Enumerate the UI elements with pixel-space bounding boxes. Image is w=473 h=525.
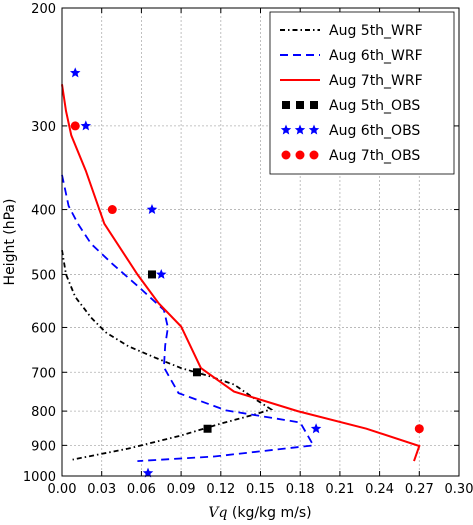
data-point-aug-5th-obs bbox=[193, 368, 201, 376]
data-point-aug-7th-obs bbox=[415, 424, 424, 433]
data-point-aug-7th-obs bbox=[108, 205, 117, 214]
legend-label-aug-7th-wrf: Aug 7th_WRF bbox=[329, 73, 423, 89]
x-axis-variable: Vq bbox=[208, 505, 227, 521]
x-tick-label: 0.03 bbox=[87, 482, 116, 497]
legend-marker-aug-5th-obs bbox=[282, 101, 290, 109]
series-aug-5th-wrf bbox=[62, 250, 271, 459]
y-tick-label: 800 bbox=[31, 405, 56, 420]
data-point-aug-6th-obs bbox=[70, 67, 80, 77]
x-tick-label: 0.30 bbox=[445, 482, 473, 497]
data-point-aug-6th-obs bbox=[81, 120, 91, 130]
data-point-aug-5th-obs bbox=[204, 425, 212, 433]
x-tick-label: 0.21 bbox=[325, 482, 354, 497]
series-line-aug-6th-wrf bbox=[62, 175, 313, 461]
x-tick-label: 0.27 bbox=[405, 482, 434, 497]
legend-marker-aug-5th-obs bbox=[296, 101, 304, 109]
series-aug-5th-obs bbox=[148, 270, 212, 432]
data-point-aug-6th-obs bbox=[311, 423, 321, 433]
y-tick-label: 300 bbox=[31, 120, 56, 135]
data-point-aug-7th-obs bbox=[71, 121, 80, 130]
legend: Aug 5th_WRF Aug 6th_WRF Aug 7th_WRF Aug 5th… bbox=[270, 12, 454, 174]
legend-marker-aug-7th-obs bbox=[296, 151, 305, 160]
y-tick-label: 500 bbox=[31, 268, 56, 283]
data-point-aug-6th-obs bbox=[147, 204, 157, 214]
x-tick-label: 0.18 bbox=[286, 482, 315, 497]
y-tick-label: 600 bbox=[31, 321, 56, 336]
legend-marker-aug-7th-obs bbox=[310, 151, 319, 160]
x-tick-label: 0.09 bbox=[167, 482, 196, 497]
legend-label-aug-6th-obs: Aug 6th_OBS bbox=[329, 123, 420, 139]
x-tick-label: 0.06 bbox=[127, 482, 156, 497]
y-tick-label: 200 bbox=[31, 2, 56, 17]
data-point-aug-6th-obs bbox=[156, 269, 166, 279]
legend-marker-aug-5th-obs bbox=[310, 101, 318, 109]
x-axis-unit: (kg/kg m/s) bbox=[227, 505, 311, 521]
series-aug-6th-wrf bbox=[62, 175, 313, 461]
y-tick-label: 700 bbox=[31, 366, 56, 381]
y-tick-label: 900 bbox=[31, 439, 56, 454]
data-point-aug-5th-obs bbox=[148, 270, 156, 278]
legend-marker-aug-7th-obs bbox=[282, 151, 291, 160]
x-tick-label: 0.12 bbox=[206, 482, 235, 497]
x-tick-label: 0.24 bbox=[365, 482, 394, 497]
x-axis-title: Vq (kg/kg m/s) bbox=[208, 505, 311, 521]
y-tick-label: 400 bbox=[31, 204, 56, 219]
y-tick-label: 1000 bbox=[23, 470, 56, 485]
series-line-aug-5th-wrf bbox=[62, 250, 271, 459]
x-tick-label: 0.15 bbox=[246, 482, 275, 497]
legend-label-aug-6th-wrf: Aug 6th_WRF bbox=[329, 48, 423, 64]
y-axis-title: Height (hPa) bbox=[2, 199, 18, 286]
legend-label-aug-5th-wrf: Aug 5th_WRF bbox=[329, 23, 423, 39]
legend-label-aug-7th-obs: Aug 7th_OBS bbox=[329, 148, 420, 164]
legend-label-aug-5th-obs: Aug 5th_OBS bbox=[329, 98, 420, 114]
